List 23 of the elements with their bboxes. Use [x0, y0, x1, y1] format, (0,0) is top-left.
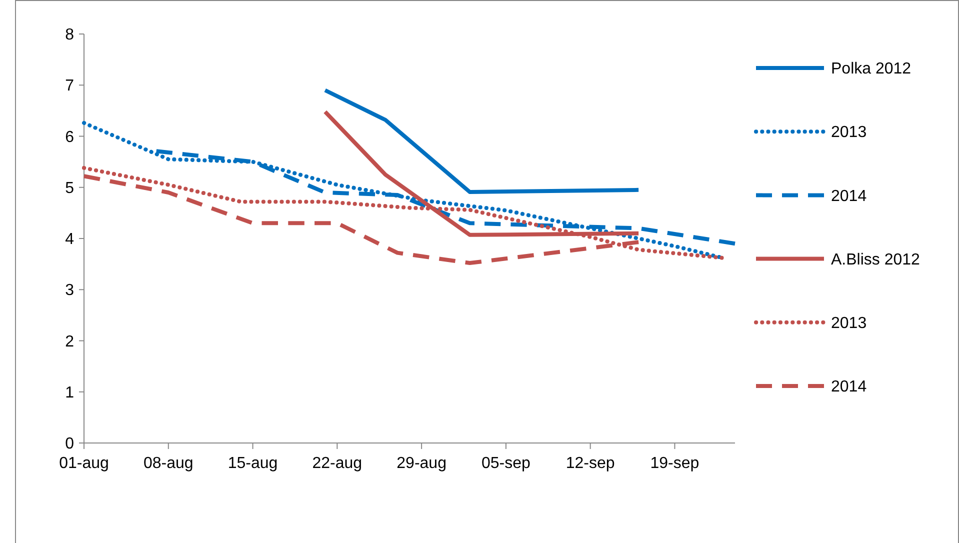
x-tick-label: 19-sep	[650, 455, 700, 472]
x-tick-label: 22-aug	[312, 455, 362, 472]
legend-label: 2014	[831, 188, 867, 205]
x-tick-label: 29-aug	[396, 455, 446, 472]
x-tick-label: 08-aug	[143, 455, 194, 472]
y-tick-label: 7	[65, 78, 74, 95]
x-tick-label: 12-sep	[566, 455, 615, 472]
x-tick-label: 05-sep	[481, 455, 531, 472]
y-tick-label: 6	[65, 128, 74, 146]
y-tick-label: 5	[65, 180, 74, 197]
y-tick-label: 1	[65, 384, 74, 402]
y-tick-label: 4	[65, 231, 74, 248]
y-tick-label: 0	[65, 436, 74, 453]
legend-label: Polka 2012	[831, 60, 912, 78]
x-tick-label: 01-aug	[59, 455, 109, 472]
y-tick-label: 2	[65, 333, 74, 350]
legend-label: 2013	[831, 315, 867, 332]
y-tick-label: 3	[65, 282, 74, 300]
legend-label: 2013	[831, 124, 867, 142]
x-tick-label: 15-aug	[228, 455, 278, 472]
legend-label: A.Bliss 2012	[831, 251, 920, 268]
legend-label: 2014	[831, 378, 867, 396]
y-tick-label: 8	[65, 26, 74, 44]
